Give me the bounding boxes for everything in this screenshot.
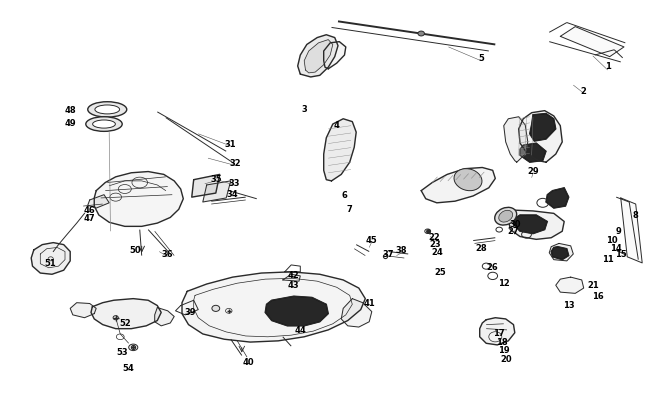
Polygon shape xyxy=(298,36,338,78)
Text: 23: 23 xyxy=(430,239,441,248)
Polygon shape xyxy=(324,119,356,181)
Ellipse shape xyxy=(499,211,513,223)
Text: 39: 39 xyxy=(184,307,196,316)
Text: 19: 19 xyxy=(498,345,510,354)
Ellipse shape xyxy=(88,102,127,118)
Ellipse shape xyxy=(92,121,116,129)
Text: 3: 3 xyxy=(302,105,307,114)
Polygon shape xyxy=(514,215,547,234)
Text: 21: 21 xyxy=(587,280,599,289)
Text: 22: 22 xyxy=(428,232,440,241)
Text: 27: 27 xyxy=(508,226,519,235)
Ellipse shape xyxy=(95,106,120,115)
Text: 10: 10 xyxy=(606,235,618,244)
Text: 20: 20 xyxy=(500,354,512,363)
Text: 24: 24 xyxy=(431,247,443,256)
Polygon shape xyxy=(421,168,495,203)
Text: 52: 52 xyxy=(119,319,131,328)
Polygon shape xyxy=(70,303,96,318)
Polygon shape xyxy=(341,299,372,327)
Text: 16: 16 xyxy=(592,291,604,300)
Text: 31: 31 xyxy=(225,139,237,148)
Text: 1: 1 xyxy=(604,62,611,71)
Polygon shape xyxy=(324,43,346,70)
Text: 53: 53 xyxy=(116,347,128,356)
Text: 38: 38 xyxy=(396,246,408,255)
Polygon shape xyxy=(91,299,161,329)
Text: 47: 47 xyxy=(84,213,96,222)
Ellipse shape xyxy=(212,306,220,312)
Text: 12: 12 xyxy=(498,278,510,287)
Polygon shape xyxy=(155,308,174,326)
Text: 42: 42 xyxy=(288,270,300,279)
Polygon shape xyxy=(560,28,624,58)
Text: 6: 6 xyxy=(341,191,348,200)
Text: 8: 8 xyxy=(633,211,638,220)
Text: 13: 13 xyxy=(563,300,575,309)
Text: 41: 41 xyxy=(363,298,375,307)
Text: 36: 36 xyxy=(162,250,174,259)
Text: 17: 17 xyxy=(493,328,505,337)
Text: 44: 44 xyxy=(294,326,306,335)
Text: 54: 54 xyxy=(123,363,135,372)
Text: 4: 4 xyxy=(333,121,340,130)
Polygon shape xyxy=(519,111,562,163)
Ellipse shape xyxy=(129,344,138,351)
Text: 14: 14 xyxy=(610,243,622,252)
Text: 51: 51 xyxy=(45,258,57,267)
Text: 25: 25 xyxy=(435,267,447,276)
Polygon shape xyxy=(203,181,231,202)
Text: 5: 5 xyxy=(478,54,484,63)
Text: 43: 43 xyxy=(288,280,300,289)
Text: 37: 37 xyxy=(383,250,395,259)
Ellipse shape xyxy=(86,117,122,132)
Text: 30: 30 xyxy=(509,219,521,228)
Text: 46: 46 xyxy=(84,205,96,214)
Text: 11: 11 xyxy=(602,255,614,264)
Ellipse shape xyxy=(418,32,424,37)
Text: 49: 49 xyxy=(64,119,76,128)
Polygon shape xyxy=(556,277,584,294)
Text: 2: 2 xyxy=(580,87,587,96)
Ellipse shape xyxy=(495,208,517,226)
Polygon shape xyxy=(530,114,556,142)
Polygon shape xyxy=(182,272,365,342)
Polygon shape xyxy=(508,211,564,240)
Text: 33: 33 xyxy=(228,179,240,188)
Polygon shape xyxy=(480,318,515,345)
Text: 15: 15 xyxy=(615,250,627,259)
Text: 48: 48 xyxy=(64,106,76,115)
Polygon shape xyxy=(621,198,642,263)
Polygon shape xyxy=(520,144,546,163)
Text: 28: 28 xyxy=(475,243,487,252)
Text: 29: 29 xyxy=(527,166,539,175)
Text: 32: 32 xyxy=(229,158,241,167)
Text: 26: 26 xyxy=(487,263,499,272)
Polygon shape xyxy=(504,117,528,163)
Text: 40: 40 xyxy=(242,357,254,366)
Text: 9: 9 xyxy=(616,226,621,235)
Polygon shape xyxy=(549,244,573,261)
Text: 50: 50 xyxy=(129,246,141,255)
Polygon shape xyxy=(88,195,109,209)
Polygon shape xyxy=(265,296,328,326)
Polygon shape xyxy=(551,247,569,260)
Polygon shape xyxy=(31,243,70,275)
Polygon shape xyxy=(304,40,333,74)
Text: 18: 18 xyxy=(496,337,508,346)
Polygon shape xyxy=(192,175,220,198)
Text: 35: 35 xyxy=(210,175,222,183)
Text: 7: 7 xyxy=(347,205,352,213)
Polygon shape xyxy=(94,172,183,227)
Text: 34: 34 xyxy=(227,189,239,198)
Polygon shape xyxy=(546,188,569,209)
Text: 45: 45 xyxy=(366,235,378,244)
Ellipse shape xyxy=(454,169,482,191)
